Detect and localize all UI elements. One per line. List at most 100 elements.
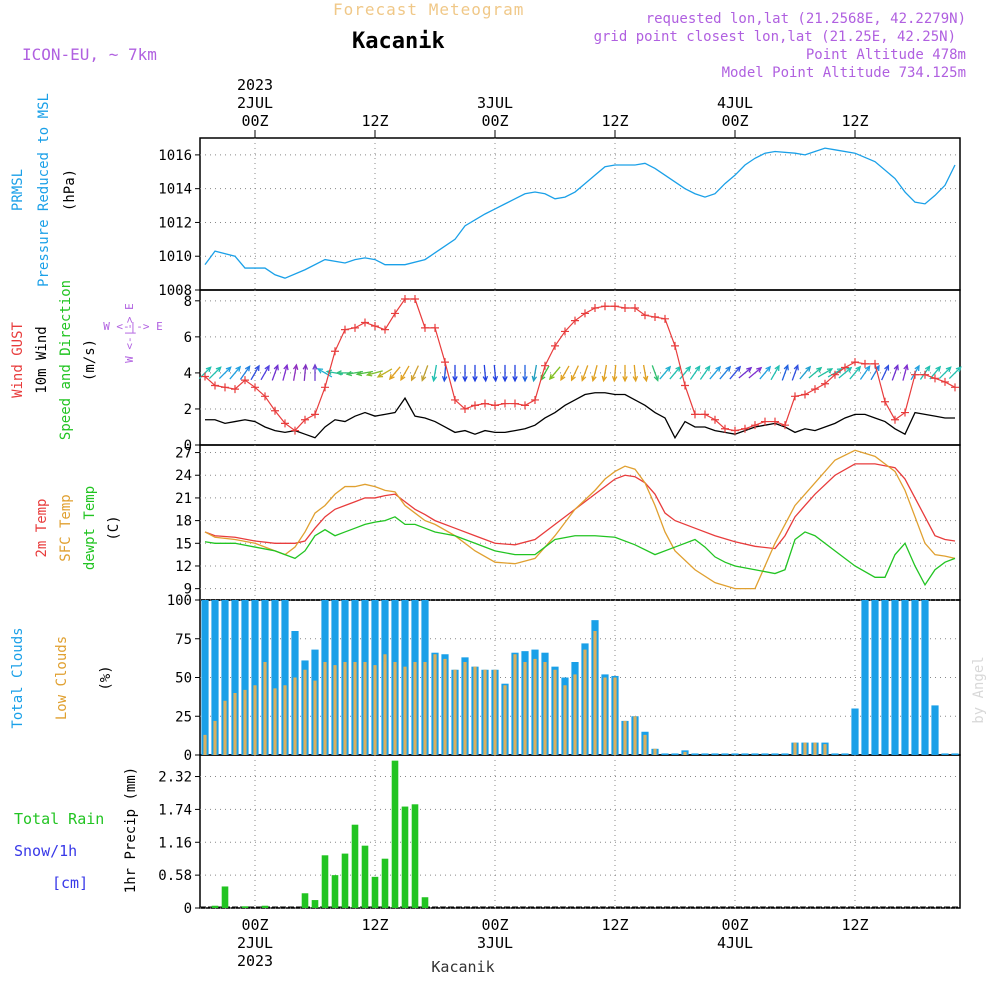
wind-arrow: [292, 363, 299, 381]
ytick-label: 75: [175, 632, 192, 648]
gust-marker: [761, 417, 769, 426]
wind-arrow-shaft: [549, 366, 561, 380]
total-cloud-bar: [881, 600, 889, 755]
gust-marker: [271, 406, 279, 415]
wind-arrow: [770, 364, 780, 381]
wind-arrow-shaft: [208, 366, 222, 380]
total-cloud-bar: [751, 753, 759, 755]
rain-bar: [321, 855, 329, 908]
footer-station: Kacanik: [431, 958, 494, 976]
wind-arrow-shaft: [367, 370, 383, 376]
low-cloud-bar: [313, 680, 317, 755]
ytick-label: 18: [175, 514, 192, 530]
wind-arrow: [560, 365, 570, 382]
wind-arrow-head: [653, 375, 659, 382]
wind-arrow-head: [685, 365, 692, 372]
wind-arrow-head: [316, 368, 324, 374]
wind-arrow-head: [591, 375, 597, 383]
low-cloud-bar: [463, 662, 467, 755]
dewpt-line: [204, 516, 956, 587]
wind-arrow: [531, 364, 538, 383]
wind-arrow-head: [225, 366, 232, 373]
total-cloud-bar: [781, 753, 789, 755]
wind-arrow-head: [914, 364, 920, 372]
rain-bar: [371, 876, 379, 908]
gust-marker: [291, 426, 299, 435]
wind-arrow-head: [816, 366, 823, 373]
wind-arrow-shaft: [239, 365, 251, 380]
wind-arrow: [689, 365, 701, 380]
gust-marker: [611, 302, 619, 311]
wind-arrow-shaft: [902, 365, 908, 381]
wind-arrow: [229, 365, 242, 380]
wind-arrow: [849, 365, 862, 380]
wind-arrow-head: [903, 363, 909, 371]
rain-bar: [361, 845, 369, 908]
total-cloud-bar: [761, 753, 769, 755]
wind-arrow-shaft: [709, 366, 721, 380]
low-cloud-bar: [253, 685, 257, 755]
gust-marker: [941, 377, 949, 386]
temp-axis-label: (C): [106, 515, 122, 540]
wind-arrow-shaft: [859, 365, 871, 380]
model-label: ICON-EU, ~ 7km: [22, 45, 157, 64]
wind-arrow-head: [522, 376, 528, 383]
low-cloud-bar: [223, 700, 227, 755]
temp2m-line: [204, 463, 956, 550]
wind-arrow-shaft: [759, 366, 771, 380]
gust-marker: [261, 392, 269, 401]
wind-arrow-head: [264, 364, 270, 372]
wind-arrow-head: [725, 365, 732, 372]
ytick-label: 1012: [158, 215, 192, 231]
wind-arrow-head: [715, 365, 722, 372]
rain-bar: [301, 893, 309, 908]
wind-arrow-head: [502, 376, 508, 383]
wind-arrow: [502, 364, 508, 383]
wind-arrow-head: [642, 375, 649, 383]
temp-axis-label: SFC Temp: [58, 494, 74, 561]
total-cloud-bar: [251, 600, 259, 755]
gust-marker: [421, 323, 429, 332]
gust-marker: [841, 363, 849, 372]
bottom-time-label: 2023: [237, 952, 273, 970]
wind-arrow-shaft: [292, 364, 298, 381]
gust-marker: [581, 309, 589, 318]
top-time-label: 4JUL: [717, 94, 753, 112]
wind-arrow-head: [400, 374, 406, 382]
low-cloud-bar: [813, 742, 817, 755]
rain-bar: [241, 906, 249, 908]
wind-arrow: [817, 368, 834, 378]
wind-arrow: [808, 366, 823, 379]
low-cloud-bar: [443, 658, 447, 755]
total-cloud-bar: [871, 600, 879, 755]
gust-marker: [721, 424, 729, 433]
low-cloud-bar: [553, 669, 557, 755]
total-cloud-bar: [201, 600, 209, 755]
wind-arrow-head: [335, 370, 342, 376]
low-cloud-bar: [823, 744, 827, 755]
low-cloud-bar: [213, 720, 217, 755]
wind-arrow: [462, 364, 468, 383]
clouds-axis-label: Total Clouds: [10, 627, 26, 728]
wind-arrow-head: [531, 375, 538, 383]
rain-bar: [351, 824, 359, 908]
gust-marker: [251, 383, 259, 392]
wind-arrow-head: [244, 365, 251, 372]
low-cloud-bar: [233, 693, 237, 755]
ytick-label: 1016: [158, 148, 192, 164]
clouds-axis-label: (%): [98, 665, 114, 690]
wind-arrow-head: [893, 363, 899, 371]
wind-arrow: [699, 365, 711, 380]
low-cloud-bar: [243, 689, 247, 755]
wind-arrow-shaft: [651, 365, 659, 381]
low-cloud-bar: [473, 666, 477, 755]
wind-arrow-shaft: [729, 366, 741, 380]
wind-arrow: [239, 365, 251, 380]
wind-arrow: [659, 365, 672, 380]
wind-arrow-shaft: [592, 365, 598, 381]
wind-arrow: [748, 366, 763, 379]
gust-marker: [871, 359, 879, 368]
low-cloud-bar: [393, 662, 397, 755]
gust-marker: [591, 304, 599, 313]
wind-arrow-shaft: [791, 365, 799, 381]
